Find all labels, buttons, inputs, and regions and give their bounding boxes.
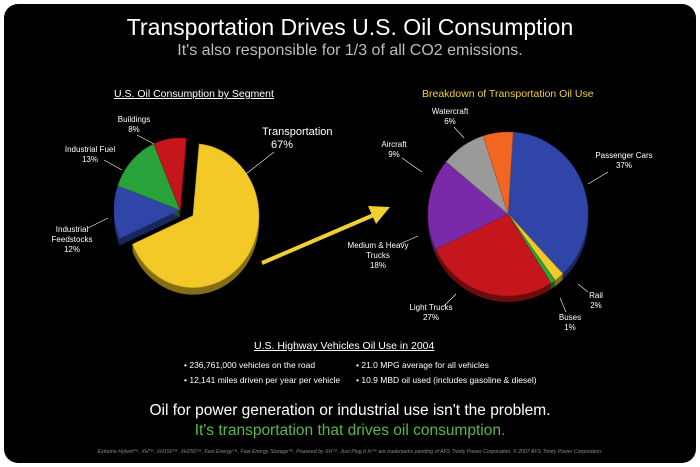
label-light-trucks: Light Trucks — [409, 303, 452, 312]
leader-aircraft — [401, 157, 423, 173]
label-buses: Buses — [559, 313, 581, 322]
label-transportation: Transportation — [262, 126, 333, 138]
segment-pie — [113, 137, 260, 295]
leader-light-trucks — [443, 293, 457, 307]
label-buildings: Buildings — [118, 115, 150, 124]
pie-slice-watercraft — [482, 131, 514, 215]
label-passenger-cars: Passenger Cars — [595, 151, 652, 160]
value-industrial-fuel: 13% — [82, 155, 98, 164]
value-buses: 1% — [564, 323, 576, 332]
label-industrial-feedstocks-2: Feedstocks — [52, 235, 93, 244]
label-watercraft: Watercraft — [432, 107, 469, 116]
value-passenger-cars: 37% — [616, 161, 632, 170]
claim-line-1: Oil for power generation or industrial u… — [149, 402, 551, 419]
leader-watercraft — [453, 126, 465, 139]
label-industrial-feedstocks-1: Industrial — [56, 225, 89, 234]
pie-slice-light-trucks — [435, 213, 552, 297]
arrow-head — [368, 206, 390, 224]
pie-slice-medium-and-heavy-trucks — [427, 161, 509, 250]
value-light-trucks: 27% — [423, 313, 439, 322]
pie-charts: Transportation 67% Buildings 8% Industri… — [52, 107, 653, 332]
stat-vehicles: • 236,761,000 vehicles on the road — [184, 360, 316, 370]
leader-buildings — [136, 134, 155, 145]
infographic-panel: Transportation Drives U.S. Oil Consumpti… — [4, 4, 696, 463]
value-medium-heavy-trucks: 18% — [370, 261, 386, 270]
label-rail: Rail — [589, 291, 603, 300]
arrow-shaft — [261, 212, 377, 265]
label-aircraft: Aircraft — [381, 140, 407, 149]
pie-slice-industrial-fuel — [117, 143, 181, 211]
leader-rail — [577, 283, 589, 293]
stat-mbd: • 10.9 MBD oil used (includes gasoline &… — [356, 375, 537, 385]
leader-industrial-fuel — [103, 159, 123, 171]
transition-arrow — [261, 206, 390, 265]
stat-miles: • 12,141 miles driven per year per vehic… — [184, 375, 341, 385]
label-medium-heavy-trucks-1: Medium & Heavy — [348, 241, 409, 250]
highway-stats-title: U.S. Highway Vehicles Oil Use in 2004 — [254, 340, 435, 352]
pie-slice-passenger-cars — [507, 131, 589, 275]
value-watercraft: 6% — [444, 117, 456, 126]
transport-pie — [427, 131, 589, 302]
value-industrial-feedstocks: 12% — [64, 245, 80, 254]
value-rail: 2% — [590, 301, 602, 310]
segment-chart-title: U.S. Oil Consumption by Segment — [114, 88, 274, 100]
leader-passenger-cars — [587, 171, 609, 185]
trademark-notice: Extreme Hybrid™, XH™, XH150™, XH250™, Fa… — [97, 449, 603, 455]
value-transportation: 67% — [271, 139, 293, 151]
leader-transportation — [245, 151, 275, 175]
stat-mpg: • 21.0 MPG average for all vehicles — [356, 360, 489, 370]
label-medium-heavy-trucks-2: Trucks — [366, 251, 390, 260]
label-industrial-fuel: Industrial Fuel — [65, 145, 115, 154]
claim-line-2: It's transportation that drives oil cons… — [194, 422, 506, 439]
transport-pie-labels: Watercraft 6% Aircraft 9% Passenger Cars… — [348, 107, 653, 332]
value-buildings: 8% — [128, 125, 140, 134]
leader-buses — [559, 297, 567, 313]
page-subtitle: It's also responsible for 1/3 of all CO2… — [177, 42, 523, 59]
pie-slice-transportation — [131, 143, 260, 288]
leader-industrial-feedstocks — [87, 217, 109, 229]
value-aircraft: 9% — [388, 150, 400, 159]
leader-medium-heavy-trucks — [399, 235, 419, 245]
segment-pie-labels: Transportation 67% Buildings 8% Industri… — [52, 115, 333, 254]
transport-chart-title: Breakdown of Transportation Oil Use — [422, 88, 594, 100]
page-title: Transportation Drives U.S. Oil Consumpti… — [126, 14, 574, 40]
